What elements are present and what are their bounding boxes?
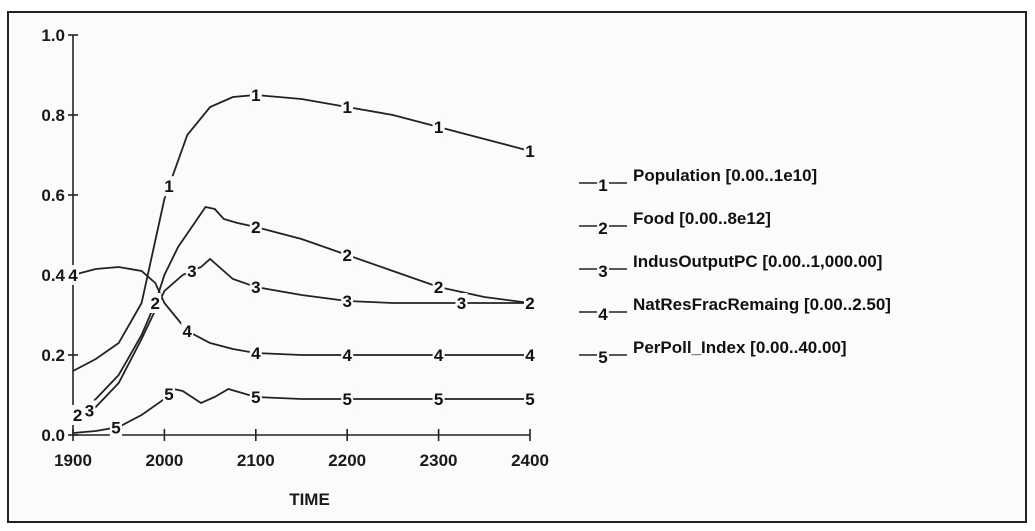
series-marker-5: 5 bbox=[111, 418, 120, 437]
series-marker-4: 4 bbox=[68, 266, 78, 285]
legend-marker-bg-5 bbox=[597, 346, 609, 366]
series-line-5 bbox=[72, 388, 530, 434]
series-marker-bg-4 bbox=[67, 265, 79, 285]
legend: 1 Population [0.00..1e10] 2 Food [0.00..8e1… bbox=[579, 166, 891, 367]
legend-label-4: NatResFracRemaing [0.00..2.50] bbox=[633, 295, 891, 314]
series-marker-3: 3 bbox=[457, 294, 466, 313]
series-line-3 bbox=[72, 257, 530, 420]
y-tick-label: 0.0 bbox=[41, 426, 65, 445]
series-marker-bg-3 bbox=[83, 400, 96, 421]
series-marker-bg-1 bbox=[524, 141, 536, 161]
series-marker-4: 4 bbox=[342, 346, 352, 365]
series-marker-1: 1 bbox=[251, 86, 260, 105]
series-marker-5: 5 bbox=[342, 390, 351, 409]
series-marker-1: 1 bbox=[164, 177, 173, 196]
series-marker-4: 4 bbox=[251, 344, 261, 363]
series-line-2 bbox=[72, 205, 531, 420]
series-marker-1: 1 bbox=[434, 118, 443, 137]
legend-marker-bg-1 bbox=[597, 174, 609, 194]
series-line-4 bbox=[72, 266, 530, 356]
series-marker-2: 2 bbox=[251, 218, 260, 237]
y-tick-label: 0.6 bbox=[41, 186, 65, 205]
x-tick-label: 2300 bbox=[420, 451, 458, 470]
legend-label-2: Food [0.00..8e12] bbox=[633, 209, 771, 228]
series-lines bbox=[72, 94, 531, 434]
x-tick-label: 1900 bbox=[54, 451, 92, 470]
series-marker-bg-5 bbox=[109, 417, 122, 438]
series-marker-bg-3 bbox=[185, 261, 198, 281]
series-marker-bg-3 bbox=[455, 293, 468, 313]
series-marker-bg-3 bbox=[341, 291, 354, 311]
series-marker-bg-4 bbox=[432, 345, 445, 365]
chart-frame: 0.0 0.2 0.4 0.6 0.8 1.0 1900 2000 2100 2200 2300 24… bbox=[7, 11, 1027, 523]
series-marker-bg-1 bbox=[341, 97, 354, 117]
x-axis-title: TIME bbox=[289, 490, 330, 509]
series-marker-bg-5 bbox=[162, 384, 175, 404]
series-marker-bg-2 bbox=[249, 217, 262, 237]
y-tick-label: 1.0 bbox=[41, 26, 65, 45]
series-marker-bg-3 bbox=[249, 277, 262, 297]
series-marker-5: 5 bbox=[164, 385, 173, 404]
series-marker-5: 5 bbox=[434, 390, 443, 409]
series-marker-bg-4 bbox=[524, 345, 536, 365]
series-marker-3: 3 bbox=[251, 278, 260, 297]
series-marker-5: 5 bbox=[525, 390, 534, 409]
series-marker-bg-5 bbox=[432, 389, 445, 409]
legend-marker-bg-4 bbox=[597, 303, 609, 323]
series-line-1 bbox=[72, 94, 531, 372]
series-marker-bg-5 bbox=[524, 389, 536, 409]
legend-marker-2: 2 bbox=[598, 219, 607, 238]
y-tick-label: 0.4 bbox=[41, 266, 65, 285]
series-marker-bg-5 bbox=[249, 387, 262, 407]
series-marker-5: 5 bbox=[251, 388, 260, 407]
series-marker-2: 2 bbox=[525, 294, 534, 313]
series-marker-bg-2 bbox=[524, 293, 536, 313]
legend-marker-4: 4 bbox=[598, 305, 608, 324]
series-marker-bg-1 bbox=[432, 117, 445, 137]
series-marker-2: 2 bbox=[342, 246, 351, 265]
series-marker-4: 4 bbox=[434, 346, 444, 365]
series-marker-3: 3 bbox=[342, 292, 351, 311]
series-marker-bg-4 bbox=[341, 345, 354, 365]
series-marker-2: 2 bbox=[434, 278, 443, 297]
series-marker-4: 4 bbox=[525, 346, 535, 365]
series-marker-bg-2 bbox=[341, 245, 354, 265]
x-tick-label: 2000 bbox=[145, 451, 183, 470]
series-marker-bg-4 bbox=[249, 343, 262, 363]
x-tick-label: 2400 bbox=[511, 451, 549, 470]
series-marker-bg-2 bbox=[149, 293, 162, 313]
series-marker-3: 3 bbox=[85, 401, 94, 420]
x-tick-label: 2200 bbox=[328, 451, 366, 470]
legend-label-3: IndusOutputPC [0.00..1,000.00] bbox=[633, 252, 882, 271]
series-marker-bg-1 bbox=[162, 176, 175, 197]
series-marker-bg-2 bbox=[71, 405, 84, 425]
y-tick-label: 0.2 bbox=[41, 346, 65, 365]
series-marker-2: 2 bbox=[151, 294, 160, 313]
legend-marker-3: 3 bbox=[598, 262, 607, 281]
series-marker-bg-4 bbox=[181, 321, 194, 341]
legend-label-1: Population [0.00..1e10] bbox=[633, 166, 817, 185]
series-marker-3: 3 bbox=[187, 262, 196, 281]
legend-marker-5: 5 bbox=[598, 348, 607, 367]
series-marker-bg-2 bbox=[432, 277, 445, 297]
series-marker-2: 2 bbox=[73, 406, 82, 425]
legend-label-5: PerPoll_Index [0.00..40.00] bbox=[633, 338, 847, 357]
y-tick-label: 0.8 bbox=[41, 106, 65, 125]
series-marker-4: 4 bbox=[183, 322, 193, 341]
x-tick-label: 2100 bbox=[237, 451, 275, 470]
legend-marker-bg-2 bbox=[597, 217, 609, 237]
series-marker-bg-5 bbox=[341, 389, 354, 409]
series-marker-1: 1 bbox=[342, 98, 351, 117]
series-marker-1: 1 bbox=[525, 142, 534, 161]
series-marker-bg-1 bbox=[249, 85, 262, 105]
legend-marker-bg-3 bbox=[597, 260, 609, 280]
legend-marker-1: 1 bbox=[598, 176, 607, 195]
